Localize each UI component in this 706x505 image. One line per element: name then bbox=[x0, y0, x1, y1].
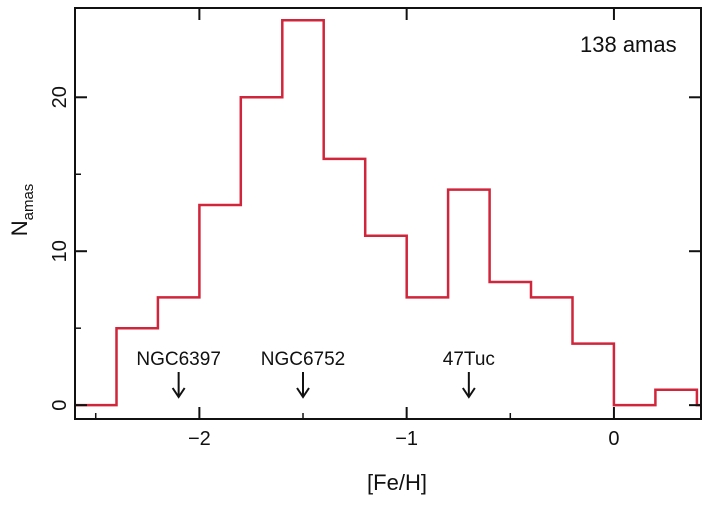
cluster-marker-label: NGC6752 bbox=[261, 349, 346, 370]
y-tick-label: 0 bbox=[49, 400, 71, 411]
down-arrow-icon bbox=[171, 387, 186, 399]
y-tick-label: 20 bbox=[49, 86, 71, 108]
marker-layer: NGC6397 NGC6752 47Tuc bbox=[136, 349, 495, 399]
annotation-count: 138 amas bbox=[580, 32, 677, 57]
cluster-marker-label: NGC6397 bbox=[136, 349, 221, 370]
down-arrow-icon bbox=[296, 387, 310, 399]
cluster-marker: NGC6397 bbox=[136, 349, 221, 399]
y-axis-label-subscript: amas bbox=[20, 184, 37, 221]
cluster-marker: 47Tuc bbox=[443, 349, 495, 399]
cluster-marker: NGC6752 bbox=[261, 349, 346, 399]
plot-layer bbox=[75, 19, 701, 407]
x-tick-label: −2 bbox=[188, 428, 211, 450]
down-arrow-icon bbox=[462, 387, 476, 399]
x-tick-label: −1 bbox=[395, 428, 418, 450]
plot-frame bbox=[74, 7, 702, 420]
tick-layer: −2 −1 0 0 10 20 bbox=[49, 8, 701, 450]
y-axis-label-main: N bbox=[7, 220, 32, 236]
x-axis-label: [Fe/H] bbox=[367, 470, 427, 495]
y-axis-label: Namas bbox=[7, 184, 37, 237]
y-tick-label: 10 bbox=[49, 240, 71, 262]
x-tick-label: 0 bbox=[608, 428, 619, 450]
histogram-series bbox=[75, 19, 701, 407]
cluster-marker-label: 47Tuc bbox=[443, 349, 495, 370]
